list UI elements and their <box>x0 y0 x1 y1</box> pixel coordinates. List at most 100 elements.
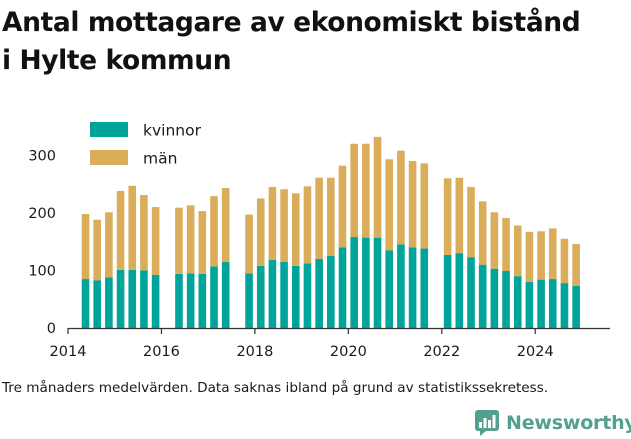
bar-man <box>385 159 394 251</box>
bar-man <box>467 186 475 258</box>
bar-man <box>537 231 545 280</box>
bar-man <box>362 143 370 238</box>
bar-man <box>198 211 207 274</box>
bar-kvinnor <box>385 250 394 328</box>
bars <box>81 136 580 328</box>
bar-kvinnor <box>210 266 218 328</box>
bar-kvinnor <box>198 273 207 328</box>
bar-man <box>327 177 335 257</box>
bar-man <box>280 189 288 262</box>
bar-man <box>408 161 417 248</box>
bar-man <box>210 196 218 267</box>
bar-kvinnor <box>513 276 522 328</box>
bar-kvinnor <box>245 273 253 328</box>
bar-kvinnor <box>175 273 183 328</box>
bar-kvinnor <box>116 269 125 328</box>
bar-kvinnor <box>350 237 358 328</box>
bar-man <box>548 228 557 280</box>
bar-man <box>105 212 113 278</box>
bar-kvinnor <box>572 285 580 328</box>
bar-man <box>513 225 522 277</box>
bar-kvinnor <box>408 247 417 328</box>
bar-man <box>572 243 580 286</box>
bar-man <box>373 136 382 238</box>
x-tick-label: 2024 <box>517 344 554 360</box>
x-tick-label: 2020 <box>330 344 367 360</box>
bar-man <box>303 186 312 264</box>
bar-kvinnor <box>443 254 452 328</box>
bar-man <box>81 214 90 280</box>
bar-kvinnor <box>315 258 323 328</box>
bar-kvinnor <box>81 279 90 328</box>
title-line-1: Antal mottagare av ekonomiskt bistånd <box>2 7 581 38</box>
bar-kvinnor <box>93 280 102 328</box>
bar-kvinnor <box>548 279 557 328</box>
x-tick-label: 2016 <box>143 344 180 360</box>
bar-kvinnor <box>256 265 265 328</box>
bar-man <box>140 195 148 271</box>
bar-kvinnor <box>151 275 160 328</box>
bar-kvinnor <box>280 261 288 328</box>
legend-label-0: kvinnor <box>143 122 202 140</box>
axes: 0 100 200 300 2014 2016 2018 2020 2022 2024 <box>28 148 610 360</box>
brand-logo: Newsworthy <box>474 408 631 438</box>
legend-swatch-1 <box>90 150 128 165</box>
bar-kvinnor <box>291 265 300 328</box>
bar-kvinnor <box>303 263 312 328</box>
bar-man <box>443 178 452 255</box>
bar-man <box>315 177 323 259</box>
title-line-2: i Hylte kommun <box>2 45 232 76</box>
bar-kvinnor <box>327 256 335 328</box>
x-tick-label: 2022 <box>423 344 460 360</box>
y-tick-label: 100 <box>28 263 56 279</box>
bar-man <box>116 190 125 270</box>
bar-man <box>256 198 265 266</box>
bar-kvinnor <box>420 248 429 328</box>
bar-kvinnor <box>186 273 195 328</box>
bar-man <box>151 207 160 276</box>
x-tick-label: 2014 <box>50 344 87 360</box>
bar-kvinnor <box>338 247 347 328</box>
legend: kvinnor män <box>90 122 202 168</box>
bar-man <box>478 201 487 265</box>
bar-kvinnor <box>268 260 277 328</box>
y-tick-label: 0 <box>47 321 56 337</box>
bar-man <box>338 165 347 248</box>
bar-kvinnor <box>455 253 464 328</box>
bar-man <box>560 238 569 284</box>
stacked-bar-chart: 0 100 200 300 2014 2016 2018 2020 2022 2024 kvinn… <box>28 122 610 360</box>
bar-kvinnor <box>490 268 499 328</box>
bar-man <box>93 219 102 281</box>
bar-kvinnor <box>221 261 230 328</box>
bar-man <box>397 150 405 245</box>
legend-swatch-0 <box>90 122 128 137</box>
y-tick-label: 200 <box>28 206 56 222</box>
bar-man <box>268 186 277 261</box>
bar-kvinnor <box>362 237 370 328</box>
bar-man <box>128 185 137 270</box>
bar-kvinnor <box>105 277 113 328</box>
bar-man <box>186 205 195 274</box>
bar-kvinnor <box>560 283 569 328</box>
bar-kvinnor <box>397 244 405 328</box>
bar-man <box>490 212 499 269</box>
bar-man <box>350 143 358 238</box>
bar-man <box>291 193 300 266</box>
brand-name: Newsworthy <box>506 412 631 434</box>
bar-man <box>525 231 534 282</box>
x-tick-label: 2018 <box>236 344 273 360</box>
bar-man <box>221 188 230 262</box>
bar-man <box>502 218 510 271</box>
footnote: Tre månaders medelvärden. Data saknas ib… <box>2 380 549 396</box>
chart-title: Antal mottagare av ekonomiskt bistånd i … <box>2 4 630 80</box>
bar-kvinnor <box>525 281 534 328</box>
bar-man <box>175 207 183 274</box>
bar-kvinnor <box>537 279 545 328</box>
bar-kvinnor <box>140 270 148 328</box>
bar-kvinnor <box>373 237 382 328</box>
bar-kvinnor <box>128 269 137 328</box>
legend-label-1: män <box>143 150 177 168</box>
bar-kvinnor <box>502 271 510 328</box>
bar-man <box>420 163 429 249</box>
bar-man <box>245 214 253 274</box>
